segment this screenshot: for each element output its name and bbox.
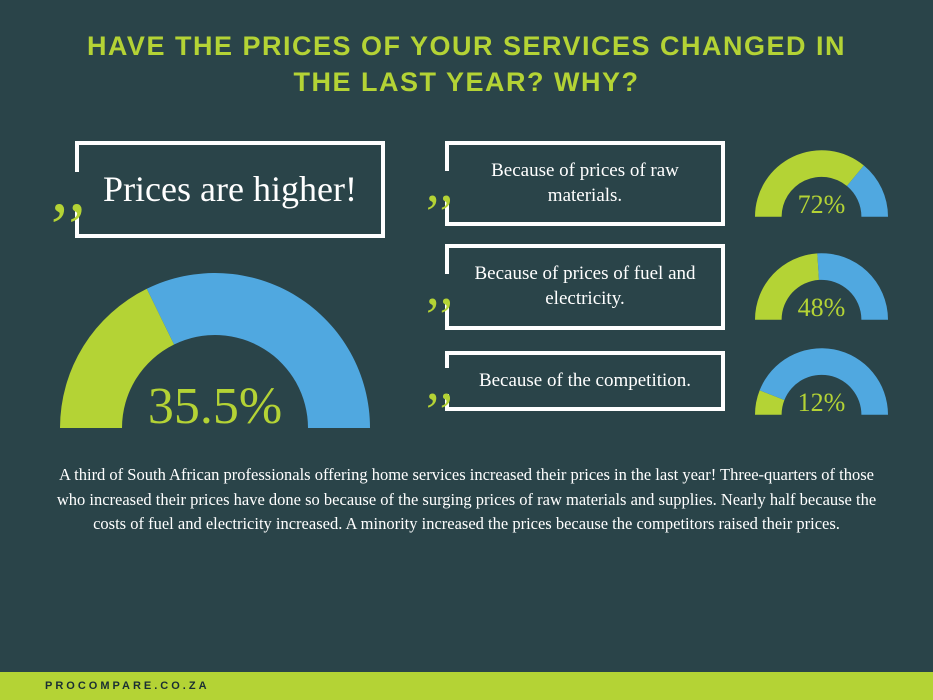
right-column: ,, Because of prices of raw materials. 7… (420, 141, 888, 428)
reason-row: ,, Because of the competition. 12% (420, 348, 888, 415)
reason-gauge-label: 12% (755, 388, 888, 418)
reason-gauge-label: 72% (755, 190, 888, 220)
reason-quote-box: ,, Because of prices of raw materials. (445, 141, 725, 226)
quote-mark-icon: ,, (424, 274, 456, 300)
footer-brand: PROCOMPARE.CO.ZA (45, 680, 210, 692)
content-area: ,, Prices are higher! 35.5% ,, Because o… (0, 101, 933, 428)
reason-text: Because of prices of raw materials. (467, 159, 703, 208)
page-title: HAVE THE PRICES OF YOUR SERVICES CHANGED… (0, 0, 933, 101)
reason-row: ,, Because of prices of fuel and electri… (420, 244, 888, 329)
reason-quote-box: ,, Because of prices of fuel and electri… (445, 244, 725, 329)
reason-text: Because of prices of fuel and electricit… (467, 262, 703, 311)
reason-gauge-label: 48% (755, 293, 888, 323)
main-quote-box: ,, Prices are higher! (75, 141, 385, 238)
quote-mark-icon: ,, (49, 172, 88, 206)
main-quote-text: Prices are higher! (99, 167, 361, 212)
reason-text: Because of the competition. (467, 369, 703, 394)
main-gauge: 35.5% (60, 273, 370, 428)
body-paragraph: A third of South African professionals o… (0, 428, 933, 537)
reason-quote-box: ,, Because of the competition. (445, 351, 725, 412)
left-column: ,, Prices are higher! 35.5% (45, 141, 385, 428)
reason-gauge: 48% (755, 253, 888, 320)
footer-bar: PROCOMPARE.CO.ZA (0, 672, 933, 700)
reason-row: ,, Because of prices of raw materials. 7… (420, 141, 888, 226)
reason-gauge: 72% (755, 150, 888, 217)
main-gauge-label: 35.5% (60, 377, 370, 436)
reason-gauge: 12% (755, 348, 888, 415)
quote-mark-icon: ,, (424, 368, 456, 394)
quote-mark-icon: ,, (424, 171, 456, 197)
